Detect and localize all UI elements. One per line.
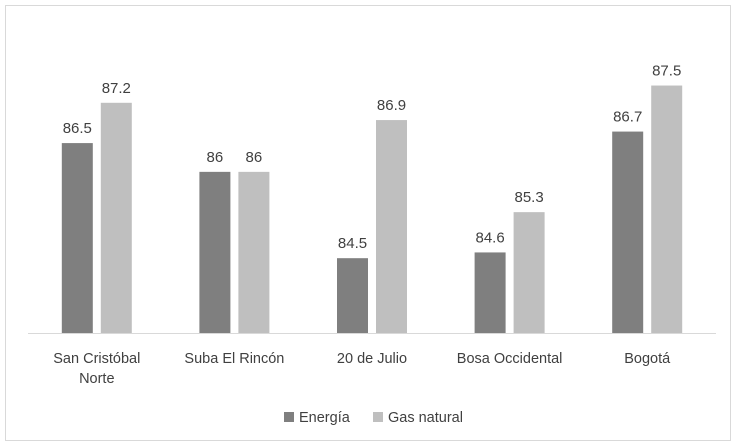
x-tick-label-4: Bogotá [624, 351, 671, 367]
data-label-gas-natural-4: 87.5 [652, 63, 681, 80]
bar-energia-1 [199, 171, 231, 333]
data-label-gas-natural-0: 87.2 [102, 80, 131, 97]
data-label-energia-1: 86 [207, 149, 224, 166]
x-tick-label-0-line-0: San Cristóbal [53, 351, 140, 367]
legend-swatch-gas-natural [373, 412, 383, 422]
bar-gas-natural-4 [651, 85, 683, 333]
data-label-energia-3: 84.6 [475, 229, 504, 246]
x-tick-label-0-line-1: Norte [79, 371, 114, 387]
data-label-gas-natural-2: 86.9 [377, 97, 406, 114]
data-label-gas-natural-3: 85.3 [514, 189, 543, 206]
bar-energia-0 [61, 143, 93, 333]
data-label-energia-0: 86.5 [63, 120, 92, 137]
bar-energia-4 [612, 131, 644, 333]
x-tick-label-3: Bosa Occidental [457, 351, 563, 367]
data-label-energia-4: 86.7 [613, 109, 642, 126]
legend-label-energia: Energía [299, 410, 351, 426]
bar-gas-natural-3 [513, 212, 545, 333]
legend-label-gas-natural: Gas natural [388, 410, 463, 426]
legend-swatch-energia [284, 412, 294, 422]
bar-energia-3 [474, 252, 506, 333]
bar-gas-natural-1 [238, 171, 270, 333]
bar-gas-natural-2 [376, 120, 407, 333]
data-label-gas-natural-1: 86 [246, 149, 263, 166]
x-tick-label-2: 20 de Julio [337, 351, 407, 367]
x-tick-label-1: Suba El Rincón [184, 351, 284, 367]
bar-energia-2 [337, 258, 368, 333]
bar-gas-natural-0 [100, 102, 132, 333]
data-label-energia-2: 84.5 [338, 235, 367, 252]
